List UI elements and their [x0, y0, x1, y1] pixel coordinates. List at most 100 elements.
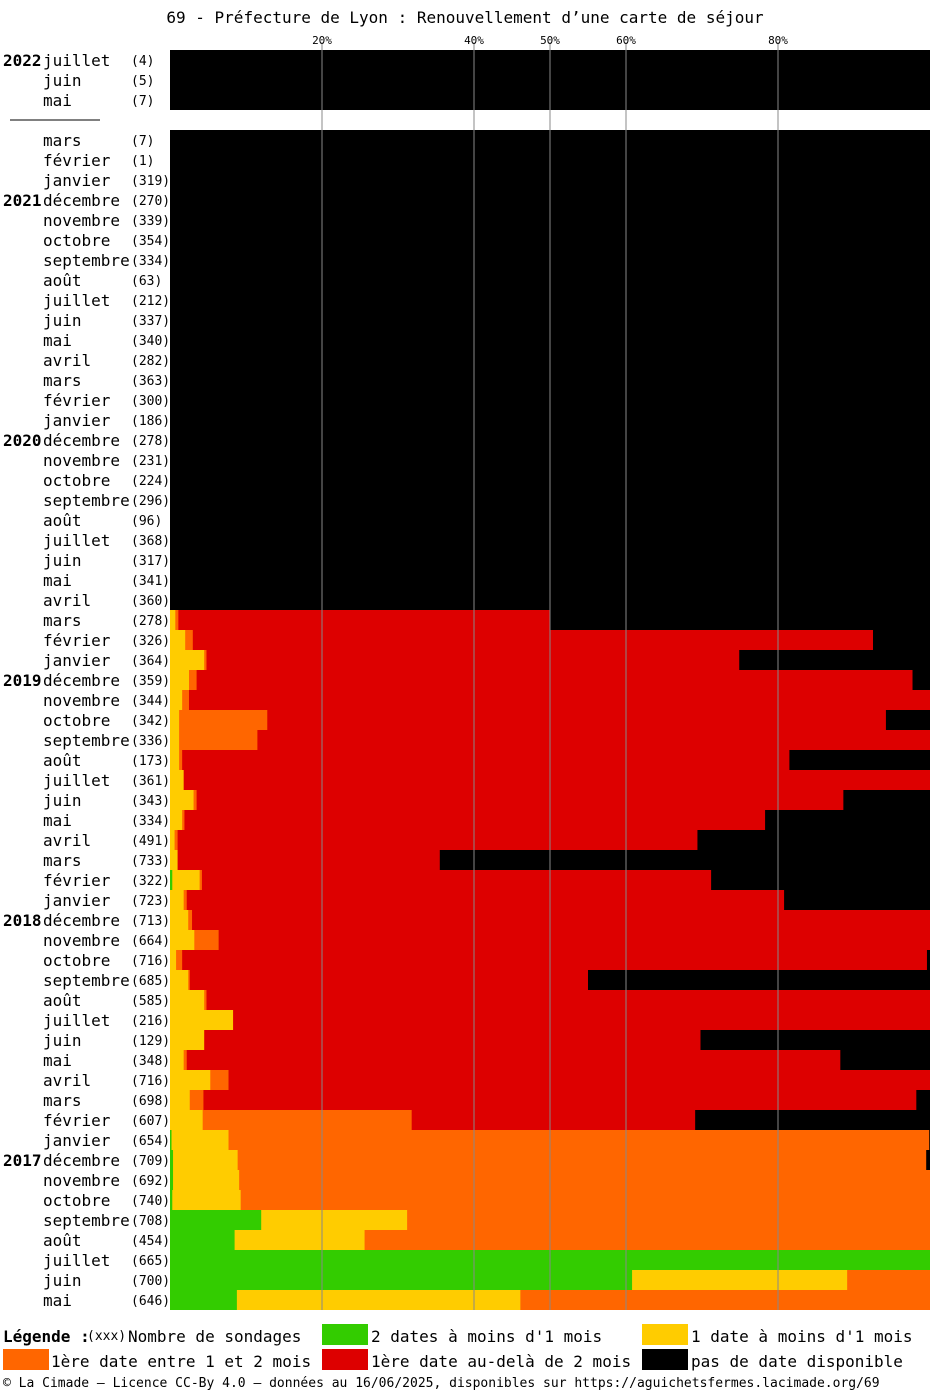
bars-layer	[170, 50, 930, 1310]
survey-count-label: (585)	[131, 994, 170, 1009]
month-label: novembre	[43, 1171, 120, 1190]
survey-count-label: (740)	[131, 1194, 170, 1209]
month-label: août	[43, 511, 82, 530]
month-label: avril	[43, 591, 91, 610]
survey-count-label: (270)	[131, 194, 170, 209]
bar-segment-orange	[239, 1170, 930, 1190]
survey-count-label: (716)	[131, 1074, 170, 1089]
bar-segment-red	[177, 850, 441, 870]
bar-segment-red	[218, 930, 930, 950]
month-label: juin	[43, 551, 82, 570]
bar-segment-orange	[194, 930, 220, 950]
bar-segment-red	[196, 790, 844, 810]
survey-count-label: (713)	[131, 914, 170, 929]
legend-count-hint: (xxx)	[87, 1329, 127, 1344]
x-tick-label: 60%	[616, 34, 636, 47]
survey-count-label: (709)	[131, 1154, 170, 1169]
bar-segment-orange	[204, 990, 207, 1010]
bar-segment-yellow	[170, 950, 177, 970]
bar-segment-black	[711, 870, 930, 890]
bar-segment-black	[784, 890, 930, 910]
bar-segment-orange	[237, 1150, 927, 1170]
survey-count-label: (354)	[131, 234, 170, 249]
bar-segment-black	[765, 810, 930, 830]
bar-segment-red	[182, 950, 928, 970]
bar-segment-orange	[189, 670, 197, 690]
month-label: mai	[43, 1051, 72, 1070]
month-label: février	[43, 391, 111, 410]
legend-swatch-orange	[3, 1349, 49, 1370]
month-label: juillet	[43, 531, 110, 550]
survey-count-label: (607)	[131, 1114, 170, 1129]
bar-segment-red	[182, 750, 790, 770]
bar-segment-yellow	[236, 1290, 521, 1310]
survey-count-label: (296)	[131, 494, 170, 509]
month-label: janvier	[43, 1131, 111, 1150]
month-label: août	[43, 271, 82, 290]
footer-credits: © La Cimade — Licence CC-By 4.0 — donnée…	[3, 1376, 880, 1391]
month-label: juillet	[43, 771, 110, 790]
month-label: novembre	[43, 451, 120, 470]
bar-segment-yellow	[170, 790, 194, 810]
survey-count-label: (733)	[131, 854, 170, 869]
month-label: septembre	[43, 731, 130, 750]
bar-segment-orange	[228, 1130, 930, 1150]
survey-count-label: (340)	[131, 334, 170, 349]
bar-segment-yellow	[170, 930, 195, 950]
bar-segment-green	[170, 1270, 633, 1290]
survey-count-label: (7)	[131, 94, 154, 109]
month-label: décembre	[43, 911, 120, 930]
bar-segment-orange	[364, 1230, 930, 1250]
month-label: septembre	[43, 1211, 130, 1230]
legend-swatch-green	[322, 1324, 368, 1345]
legend-label-yellow: 1 date à moins d'1 mois	[691, 1327, 913, 1346]
bar-segment-black	[439, 850, 930, 870]
bar-segment-yellow	[170, 710, 180, 730]
survey-count-label: (342)	[131, 714, 170, 729]
month-label: octobre	[43, 951, 110, 970]
bar-segment-yellow	[170, 610, 176, 630]
row-labels-layer: 2022 juillet (4)juin (5)mai (7)mars (7)févrie…	[3, 51, 170, 1310]
bar-segment-red	[233, 1010, 930, 1030]
bar-segment-yellow	[170, 630, 186, 650]
survey-count-label: (665)	[131, 1254, 170, 1269]
bar-segment-orange	[183, 1050, 188, 1070]
x-tick-label: 40%	[464, 34, 484, 47]
bar-segment-red	[196, 670, 913, 690]
bar-segment-orange	[204, 650, 207, 670]
bar-segment-yellow	[170, 1010, 234, 1030]
survey-count-label: (364)	[131, 654, 170, 669]
bar-segment-yellow	[173, 1170, 240, 1190]
month-label: août	[43, 751, 82, 770]
bar-segment-red	[183, 770, 930, 790]
bar-segment-red	[189, 970, 589, 990]
month-label: juillet	[43, 291, 110, 310]
chart-title: 69 - Préfecture de Lyon : Renouvellement…	[166, 8, 764, 27]
month-label: juin	[43, 1271, 82, 1290]
bar-segment-black	[739, 650, 930, 670]
month-label: janvier	[43, 411, 111, 430]
bar-segment-red	[203, 1090, 917, 1110]
bar-segment-black	[912, 670, 930, 690]
bar-segment-red	[204, 1030, 701, 1050]
month-label: janvier	[43, 171, 111, 190]
bar-segment-yellow	[170, 970, 189, 990]
bar-segment-red	[228, 1070, 930, 1090]
grid-layer: 20% 40% 50% 60% 80%	[312, 34, 788, 1310]
month-label: juin	[43, 71, 82, 90]
bar-segment-red	[189, 690, 930, 710]
month-label: décembre	[43, 191, 120, 210]
month-label: avril	[43, 831, 91, 850]
bar-segment-black	[700, 1030, 930, 1050]
survey-count-label: (654)	[131, 1134, 170, 1149]
bar-segment-red	[257, 730, 930, 750]
survey-count-label: (664)	[131, 934, 170, 949]
bar-segment-red	[206, 650, 740, 670]
bar-segment-yellow	[170, 990, 205, 1010]
bar-segment-orange	[182, 690, 190, 710]
survey-count-label: (334)	[131, 814, 170, 829]
bar-segment-orange	[182, 810, 185, 830]
month-label: février	[43, 871, 111, 890]
bar-segment-yellow	[170, 890, 185, 910]
bar-segment-red	[184, 810, 766, 830]
